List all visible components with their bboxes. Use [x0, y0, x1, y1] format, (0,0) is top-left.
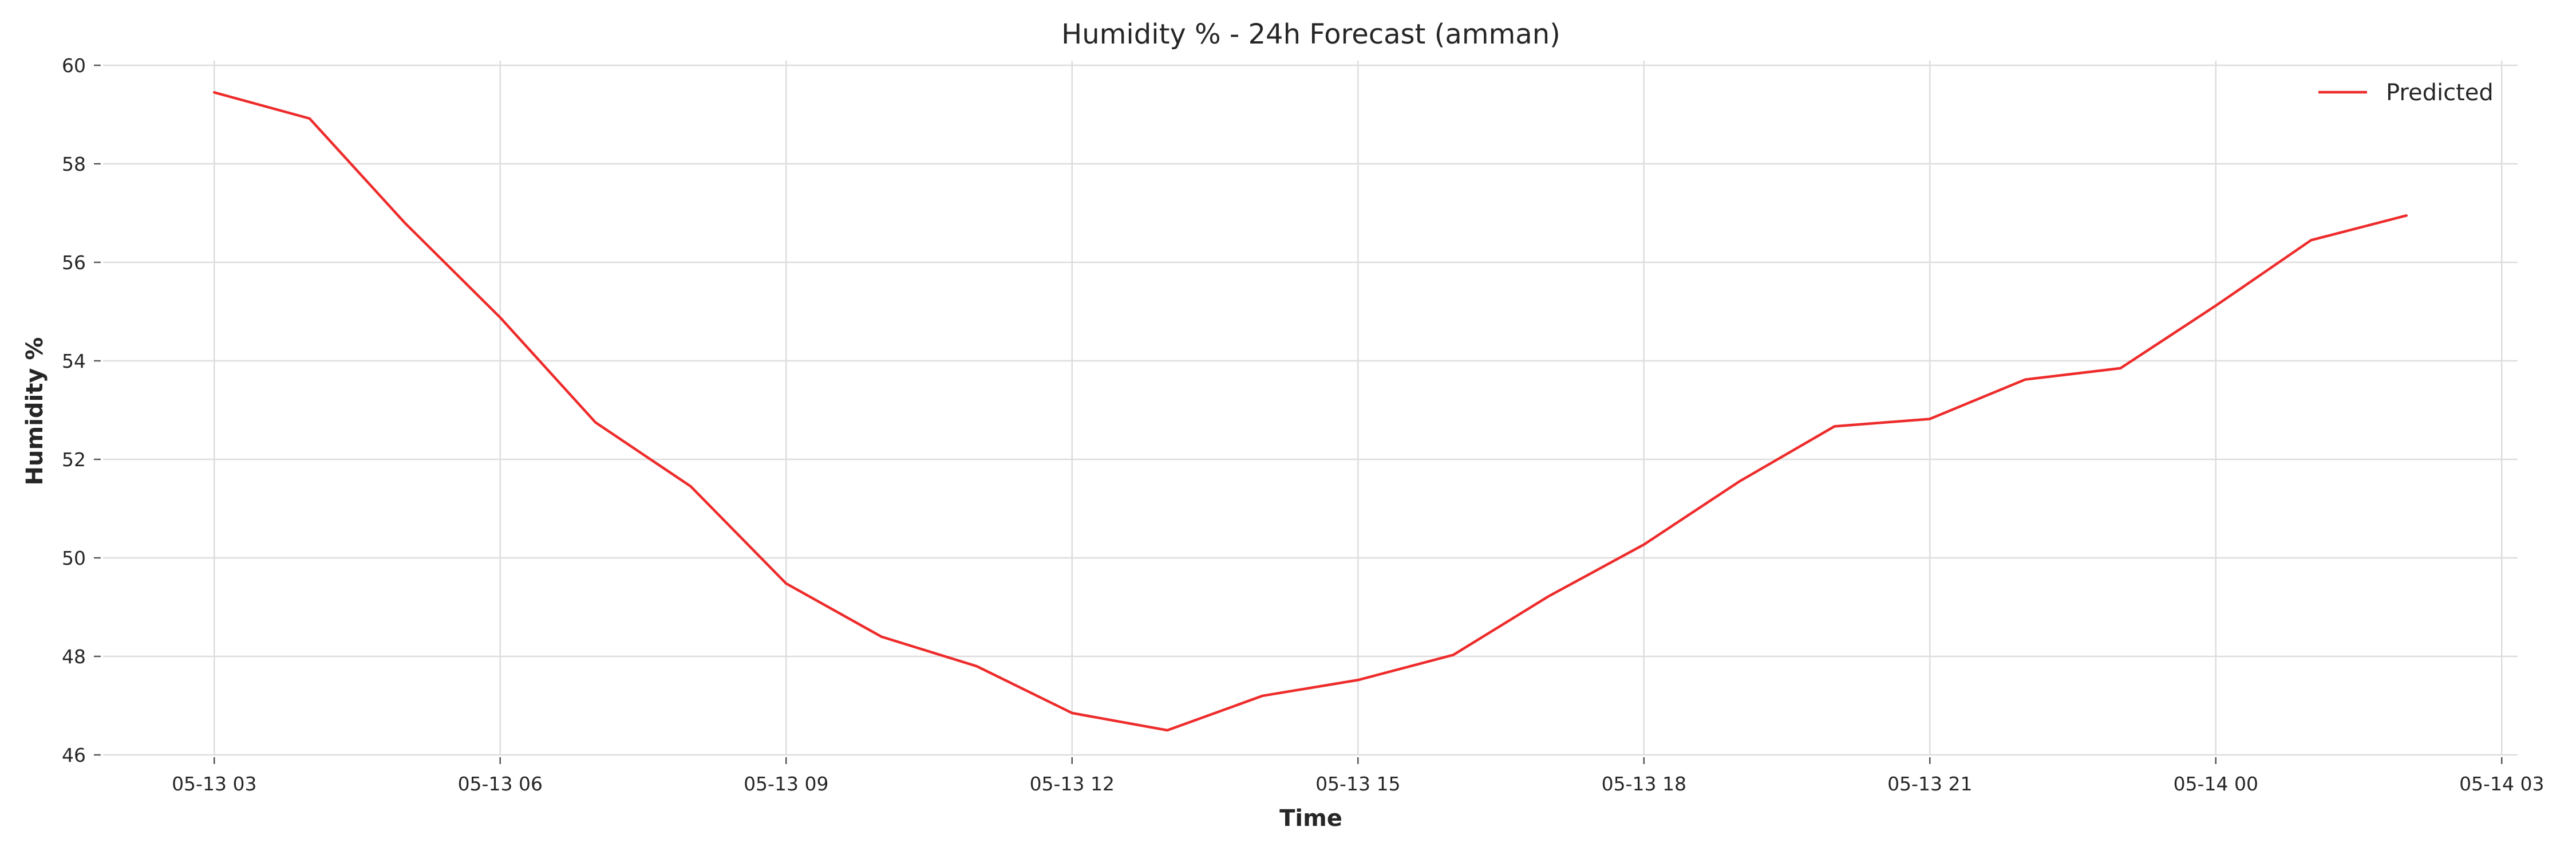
series-layer: [213, 91, 2408, 732]
y-tick-label: 48: [62, 645, 86, 668]
x-tick-label: 05-13 18: [1602, 773, 1686, 795]
x-tick-label: 05-13 03: [172, 773, 256, 795]
x-tick-label: 05-13 09: [744, 773, 828, 795]
grid: [103, 61, 2518, 756]
x-tick-label: 05-13 12: [1030, 773, 1115, 795]
y-tick-label: 50: [62, 547, 86, 569]
x-tick-label: 05-13 06: [458, 773, 543, 795]
chart-title: Humidity % - 24h Forecast (amman): [1061, 18, 1560, 50]
axis-ticks: 46 48 50 52 54 56 58 60 05-13 03 05-13 06 05-13 09…: [62, 54, 2544, 795]
x-tick-label: 05-14 00: [2174, 773, 2258, 795]
x-axis-label: Time: [1279, 805, 1342, 832]
x-tick-label: 05-14 03: [2459, 773, 2544, 795]
y-tick-label: 60: [62, 54, 86, 77]
y-tick-label: 46: [62, 744, 86, 766]
y-tick-label: 58: [62, 153, 86, 175]
series-line-predicted: [213, 91, 2408, 732]
y-axis-label: Humidity %: [22, 337, 48, 486]
x-tick-label: 05-13 15: [1315, 773, 1400, 795]
legend-label-predicted: Predicted: [2386, 80, 2494, 106]
y-tick-label: 54: [62, 350, 86, 372]
x-tick-label: 05-13 21: [1887, 773, 1972, 795]
y-tick-label: 52: [62, 448, 86, 471]
legend: Predicted: [2318, 80, 2494, 106]
y-tick-label: 56: [62, 251, 86, 274]
